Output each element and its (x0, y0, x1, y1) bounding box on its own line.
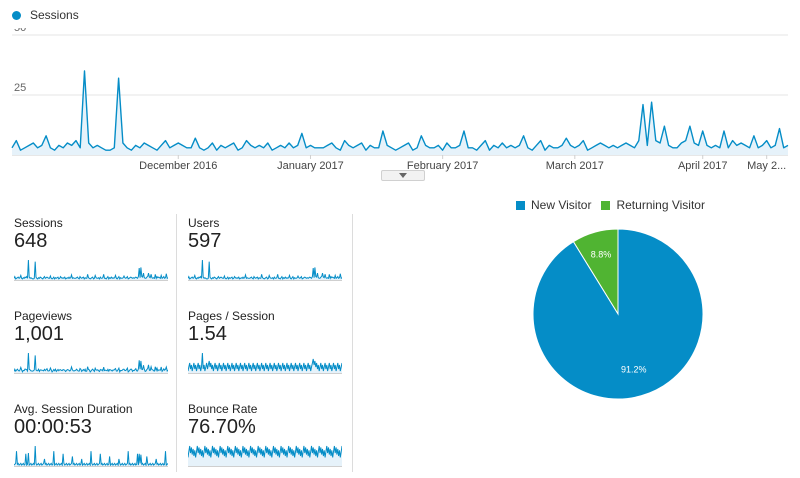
metric-value: 648 (14, 230, 48, 252)
metric-tile-bounce-rate[interactable]: Bounce Rate 76.70% (188, 402, 350, 478)
sparkline-line (14, 352, 168, 374)
metric-sparkline (188, 352, 342, 374)
pie-legend: New Visitor Returning Visitor (516, 198, 715, 212)
collapse-chart-handle[interactable] (381, 170, 425, 181)
x-tick-label: May 2... (747, 160, 786, 172)
sparkline-area (14, 260, 168, 280)
metric-value: 1,001 (14, 323, 65, 345)
sparkline-line (188, 445, 342, 458)
sessions-legend[interactable]: Sessions (12, 8, 79, 22)
sparkline-line (14, 445, 168, 468)
x-tick-label: January 2017 (277, 160, 344, 172)
sessions-line (11, 70, 789, 151)
sessions-line-chart: 25 50 December 2016 January 2017 February 20… (11, 28, 789, 172)
caret-down-icon (399, 173, 407, 178)
visitor-pie-chart: 8.8% 91.2% (532, 228, 704, 400)
x-tick-label: February 2017 (407, 160, 479, 172)
y-tick-label: 25 (14, 82, 26, 94)
pie-legend-item-new-visitor[interactable]: New Visitor (516, 198, 591, 212)
metric-sparkline (14, 352, 168, 374)
metric-label: Sessions (14, 216, 63, 230)
metric-sparkline (188, 445, 342, 467)
legend-swatch-new-visitor (516, 200, 525, 210)
metric-label: Users (188, 216, 220, 230)
legend-swatch-returning-visitor (601, 200, 611, 210)
metric-tile-users[interactable]: Users 597 (188, 216, 350, 292)
x-tick-label: December 2016 (139, 160, 217, 172)
metrics-divider (352, 214, 353, 472)
pie-slice-new-visitor[interactable] (532, 228, 704, 400)
metric-tile-pageviews[interactable]: Pageviews 1,001 (14, 309, 176, 385)
x-tick-label: March 2017 (546, 160, 604, 172)
pie-legend-label: Returning Visitor (616, 198, 705, 212)
pie-legend-item-returning-visitor[interactable]: Returning Visitor (601, 198, 705, 212)
sessions-legend-label: Sessions (30, 8, 79, 22)
metrics-divider (176, 214, 177, 472)
sparkline-line (14, 259, 168, 280)
metric-tile-avg-session-duration[interactable]: Avg. Session Duration 00:00:53 (14, 402, 176, 478)
pie-legend-label: New Visitor (531, 198, 592, 212)
x-tick-label: April 2017 (678, 160, 728, 172)
metric-value: 76.70% (188, 416, 256, 438)
metric-sparkline (14, 445, 168, 468)
metric-label: Bounce Rate (188, 402, 258, 416)
metric-value: 597 (188, 230, 222, 252)
sparkline-area (14, 353, 168, 373)
sessions-area (12, 71, 788, 155)
metric-sparkline (14, 259, 168, 281)
pie-slice-label: 8.8% (591, 249, 612, 259)
metric-tile-pages-session[interactable]: Pages / Session 1.54 (188, 309, 350, 385)
sparkline-area (188, 353, 342, 373)
metric-value: 00:00:53 (14, 416, 92, 438)
y-tick-label: 50 (14, 28, 26, 34)
metric-sparkline (188, 259, 342, 281)
metric-label: Avg. Session Duration (14, 402, 133, 416)
sparkline-line (188, 259, 342, 280)
sparkline-line (188, 352, 342, 372)
metric-label: Pageviews (14, 309, 73, 323)
metric-tile-sessions[interactable]: Sessions 648 (14, 216, 176, 292)
metric-label: Pages / Session (188, 309, 275, 323)
sessions-legend-dot (12, 10, 21, 20)
sparkline-area (188, 260, 342, 280)
pie-slice-label: 91.2% (621, 365, 647, 375)
metric-value: 1.54 (188, 323, 227, 345)
